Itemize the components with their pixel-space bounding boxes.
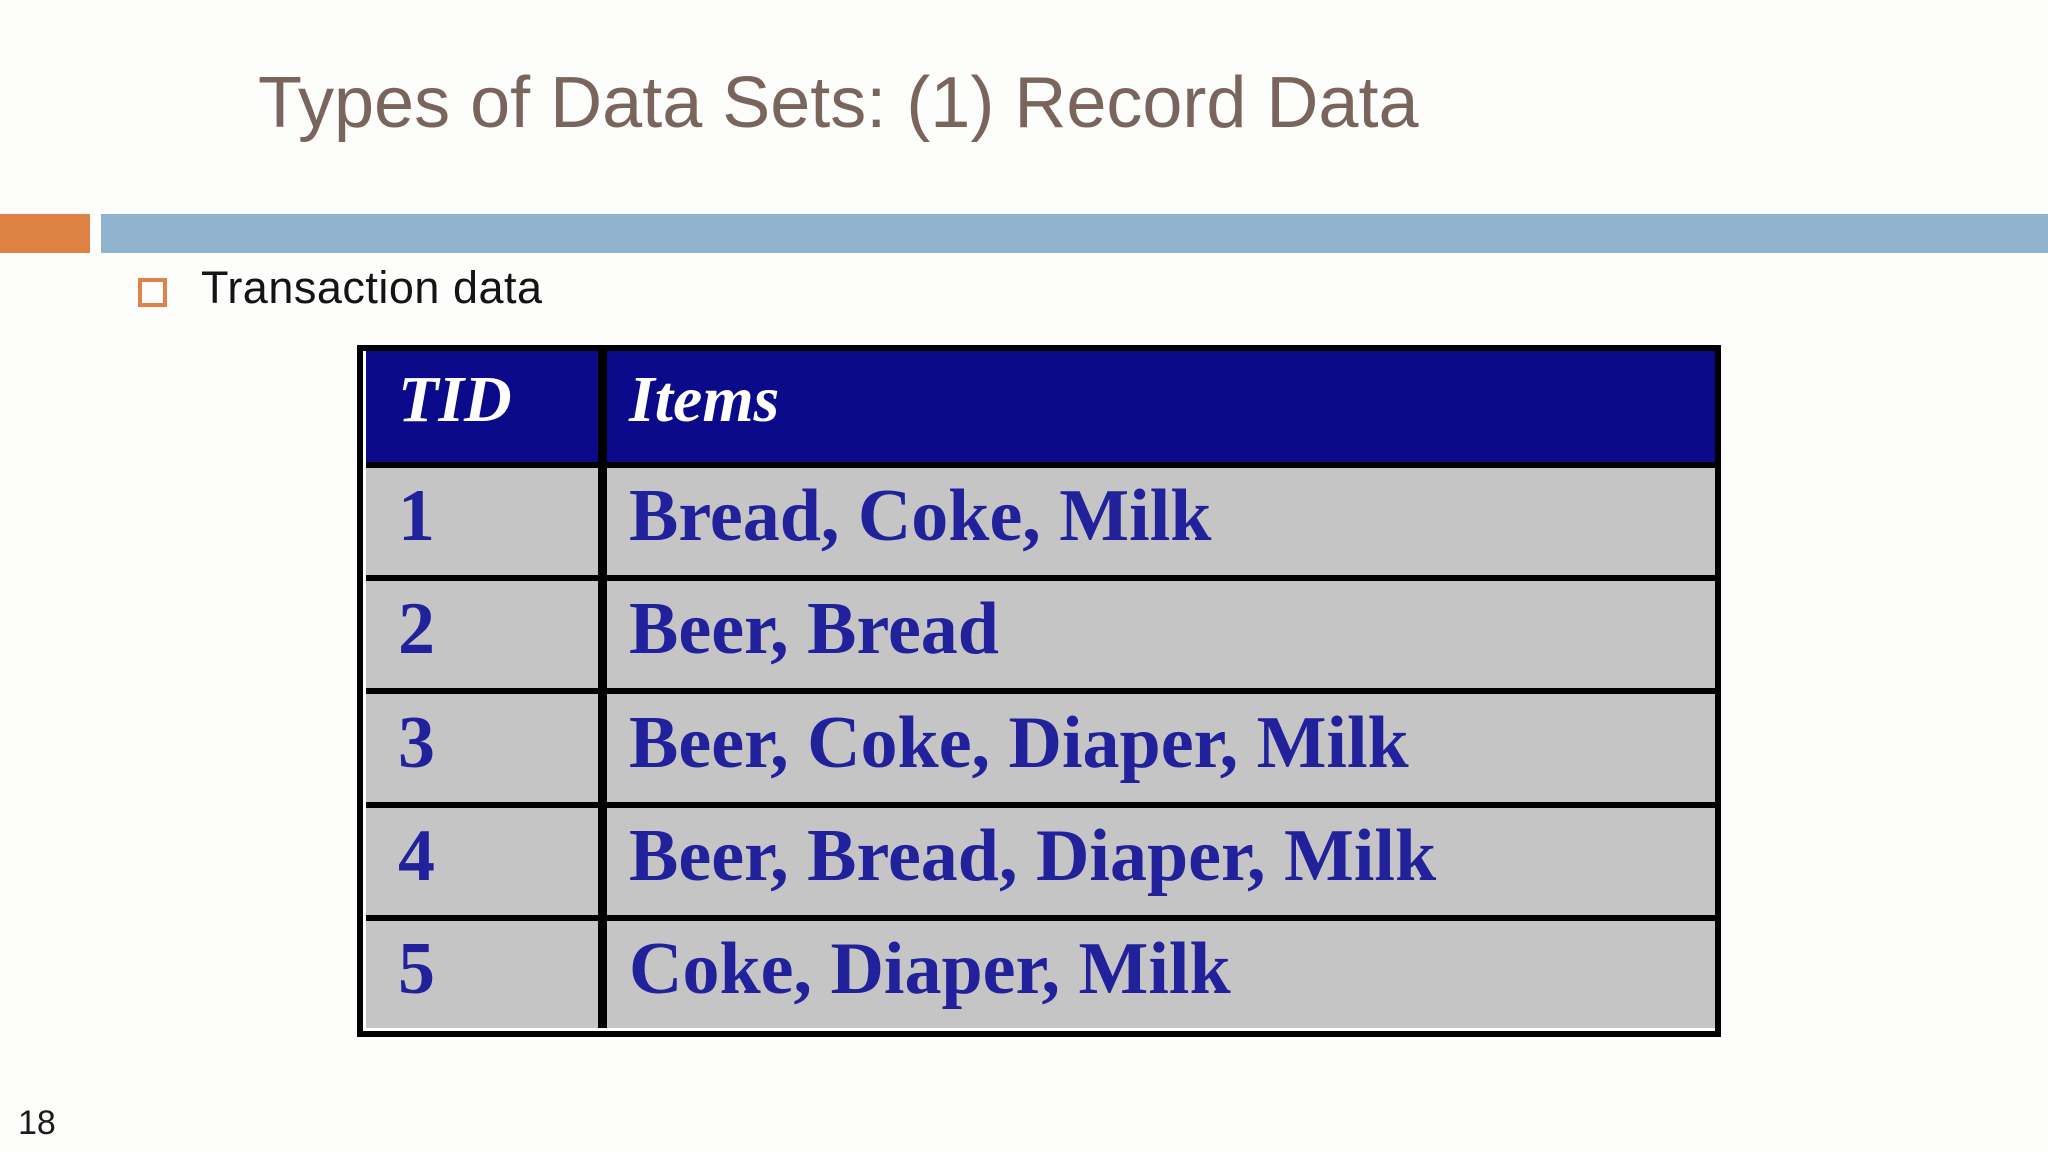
- cell-tid: 4: [366, 807, 607, 915]
- table-row: 4 Beer, Bread, Diaper, Milk: [366, 801, 1715, 915]
- table-header-row: TID Items: [366, 351, 1715, 462]
- cell-tid: 5: [366, 920, 607, 1029]
- cell-items: Bread, Coke, Milk: [607, 468, 1715, 576]
- orange-accent-bar: [0, 214, 90, 253]
- table-row: 5 Coke, Diaper, Milk: [366, 914, 1715, 1029]
- cell-items: Beer, Coke, Diaper, Milk: [607, 694, 1715, 802]
- slide-title: Types of Data Sets: (1) Record Data: [258, 63, 1419, 143]
- transaction-table-inner: TID Items 1 Bread, Coke, Milk 2 Beer, Br…: [363, 351, 1715, 1031]
- blue-accent-bar: [101, 214, 2048, 253]
- column-header-tid: TID: [366, 351, 607, 462]
- bullet-line: Transaction data: [138, 262, 543, 314]
- cell-items: Beer, Bread, Diaper, Milk: [607, 807, 1715, 915]
- cell-tid: 2: [366, 581, 607, 689]
- column-header-items: Items: [607, 351, 1715, 462]
- table-row: 3 Beer, Coke, Diaper, Milk: [366, 688, 1715, 802]
- cell-items: Coke, Diaper, Milk: [607, 920, 1715, 1029]
- page-number: 18: [18, 1104, 56, 1142]
- square-bullet-icon: [138, 277, 167, 307]
- table-row: 2 Beer, Bread: [366, 575, 1715, 689]
- bullet-label: Transaction data: [201, 262, 543, 313]
- table-row: 1 Bread, Coke, Milk: [366, 462, 1715, 576]
- transaction-table: TID Items 1 Bread, Coke, Milk 2 Beer, Br…: [357, 345, 1721, 1037]
- cell-tid: 3: [366, 694, 607, 802]
- cell-items: Beer, Bread: [607, 581, 1715, 689]
- cell-tid: 1: [366, 468, 607, 576]
